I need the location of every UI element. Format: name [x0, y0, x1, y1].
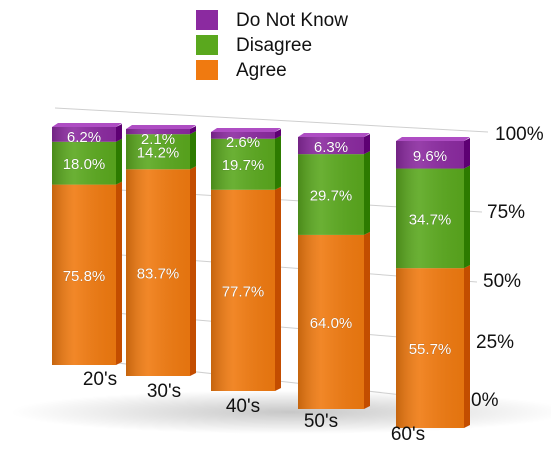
data-label: 19.7% — [222, 157, 265, 174]
bar-shine — [396, 268, 464, 428]
bar-side — [364, 231, 370, 409]
bar-shine — [211, 132, 275, 139]
legend-swatch — [196, 60, 218, 80]
legend-swatch — [196, 10, 218, 30]
data-label: 83.7% — [137, 266, 180, 283]
bar-shine — [396, 141, 464, 169]
bar-shine — [298, 154, 364, 235]
bar-shine — [396, 168, 464, 269]
bar-top — [396, 137, 470, 141]
bar-side — [464, 265, 470, 428]
data-label: 75.8% — [63, 268, 106, 285]
y-tick-label: 75% — [487, 202, 525, 223]
bar-side — [190, 126, 196, 135]
bar-side — [190, 166, 196, 376]
bar-shine — [126, 129, 190, 135]
bar-side — [464, 138, 470, 169]
data-label: 6.3% — [314, 139, 348, 156]
bar-shine — [52, 141, 116, 185]
bar-shine — [52, 184, 116, 365]
bar-shine — [298, 234, 364, 409]
y-tick-label: 25% — [476, 332, 514, 353]
bar-shine — [126, 169, 190, 376]
data-label: 18.0% — [63, 156, 106, 173]
bar-shine — [211, 189, 275, 391]
bar-side — [116, 181, 122, 365]
bar-side — [364, 134, 370, 155]
bar-side — [364, 151, 370, 235]
gridline — [54, 107, 489, 133]
data-label: 64.0% — [310, 315, 353, 332]
legend-label: Disagree — [236, 35, 312, 56]
legend-swatch — [196, 35, 218, 55]
data-label: 9.6% — [413, 148, 447, 165]
bar-side — [116, 138, 122, 185]
y-tick-label: 50% — [483, 271, 521, 292]
bar-top — [126, 125, 196, 129]
data-label: 6.2% — [67, 129, 101, 146]
data-label: 2.6% — [226, 134, 260, 151]
legend-label: Agree — [236, 60, 287, 81]
bar-side — [190, 131, 196, 170]
bar-shine — [211, 138, 275, 190]
bar-side — [275, 135, 281, 190]
bar-top — [52, 123, 122, 127]
data-label: 14.2% — [137, 145, 180, 162]
x-tick-label: 30's — [147, 381, 181, 402]
bar-shine — [298, 137, 364, 155]
x-tick-label: 40's — [226, 396, 260, 417]
x-tick-label: 60's — [391, 424, 425, 444]
bar-top — [211, 128, 281, 132]
bar-shine — [126, 134, 190, 170]
y-tick-label: 0% — [471, 390, 499, 411]
x-tick-label: 50's — [304, 411, 338, 432]
bar-shine — [52, 127, 116, 142]
y-tick-label: 100% — [495, 124, 544, 145]
bar-side — [275, 129, 281, 139]
bar-side — [464, 165, 470, 269]
data-label: 29.7% — [310, 188, 353, 205]
bar-side — [275, 186, 281, 391]
x-tick-label: 20's — [83, 369, 117, 390]
bar-top — [298, 133, 370, 137]
data-label: 2.1% — [141, 131, 175, 148]
data-label: 77.7% — [222, 283, 265, 300]
data-label: 34.7% — [409, 211, 452, 228]
data-label: 55.7% — [409, 341, 452, 358]
legend-label: Do Not Know — [236, 10, 348, 31]
bar-side — [116, 124, 122, 142]
